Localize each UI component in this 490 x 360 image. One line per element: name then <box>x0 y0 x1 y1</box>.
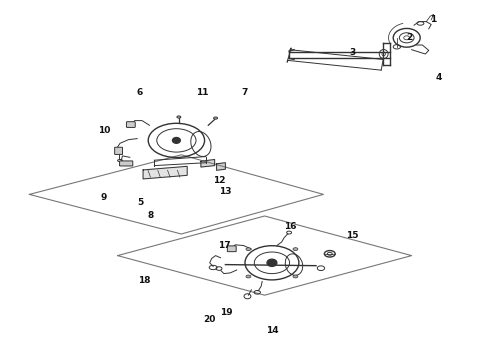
Text: 11: 11 <box>196 89 208 98</box>
Circle shape <box>267 259 277 266</box>
Text: 2: 2 <box>406 33 412 42</box>
Text: 9: 9 <box>100 193 107 202</box>
FancyBboxPatch shape <box>120 161 133 166</box>
Text: 16: 16 <box>284 222 296 231</box>
Text: 18: 18 <box>138 276 151 284</box>
Text: 5: 5 <box>138 198 144 207</box>
Ellipse shape <box>293 248 298 251</box>
Text: 13: 13 <box>219 187 232 196</box>
Text: 12: 12 <box>213 176 226 185</box>
Text: 15: 15 <box>345 231 358 240</box>
Ellipse shape <box>246 275 251 278</box>
Text: 3: 3 <box>350 48 356 57</box>
FancyBboxPatch shape <box>115 147 122 154</box>
Text: 14: 14 <box>266 326 278 335</box>
Circle shape <box>172 138 180 143</box>
Text: 20: 20 <box>203 315 216 324</box>
Text: 10: 10 <box>98 126 110 135</box>
Polygon shape <box>217 163 225 170</box>
Text: 17: 17 <box>218 241 231 250</box>
Text: 4: 4 <box>435 73 442 82</box>
FancyBboxPatch shape <box>227 246 236 252</box>
Ellipse shape <box>177 116 181 118</box>
Ellipse shape <box>246 248 251 251</box>
Polygon shape <box>143 166 187 179</box>
Text: 6: 6 <box>137 89 143 98</box>
Text: 8: 8 <box>148 211 154 220</box>
FancyBboxPatch shape <box>126 122 135 127</box>
Text: 7: 7 <box>242 89 248 98</box>
Ellipse shape <box>293 275 298 278</box>
Ellipse shape <box>214 117 218 119</box>
Text: 19: 19 <box>220 308 233 317</box>
Polygon shape <box>201 159 215 167</box>
Text: 1: 1 <box>431 15 437 24</box>
